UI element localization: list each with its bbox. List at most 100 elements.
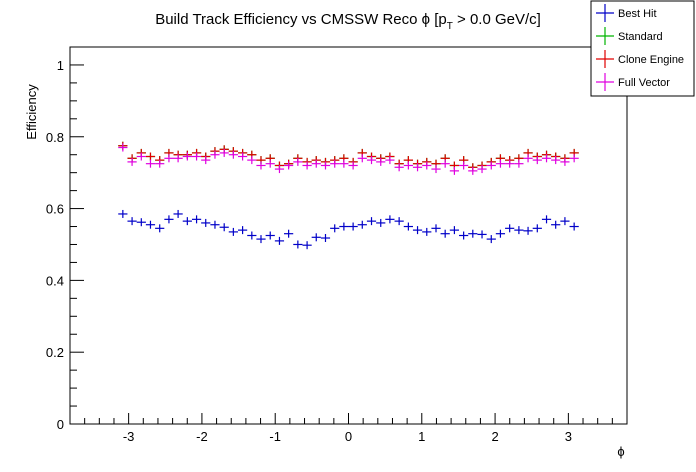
data-point <box>339 159 349 168</box>
data-point <box>412 226 423 235</box>
data-point <box>431 224 441 233</box>
data-point <box>210 150 220 159</box>
data-point <box>532 224 542 233</box>
data-point <box>311 233 321 242</box>
data-point <box>523 154 533 163</box>
data-point <box>155 159 165 168</box>
data-point <box>219 148 229 157</box>
data-point <box>357 154 367 163</box>
data-point <box>256 235 266 244</box>
data-point <box>505 224 515 233</box>
data-point <box>247 231 257 240</box>
x-tick-label: -3 <box>123 429 135 444</box>
data-point <box>228 227 238 236</box>
x-tick-label: -1 <box>269 429 281 444</box>
data-point <box>127 157 137 166</box>
x-axis-label: ϕ <box>617 444 624 459</box>
y-tick-label: 0.8 <box>46 130 64 145</box>
plot-frame <box>69 46 628 425</box>
x-tick-label: 1 <box>418 429 425 444</box>
y-tick-label: 1 <box>57 58 64 73</box>
data-point <box>348 222 358 231</box>
data-point <box>376 157 386 166</box>
data-point <box>320 161 331 170</box>
data-point <box>376 218 386 227</box>
legend-box <box>590 0 695 97</box>
x-axis-ticks: -3 -2 -1 0 1 2 3 <box>69 413 628 444</box>
data-point <box>422 161 432 170</box>
y-tick-label: 0 <box>57 417 64 432</box>
chart-title-subscript: T <box>447 21 453 32</box>
data-point <box>468 166 478 175</box>
chart-title: Build Track Efficiency vs CMSSW Reco ϕ [… <box>155 11 541 32</box>
data-point <box>385 215 395 224</box>
data-point <box>412 163 423 172</box>
data-point <box>127 217 137 226</box>
legend-entry: Clone Engine <box>596 50 684 68</box>
x-tick-label: 3 <box>565 429 572 444</box>
data-point <box>449 226 460 235</box>
data-point <box>191 215 202 224</box>
data-point <box>394 163 404 172</box>
data-point <box>302 241 312 250</box>
data-point <box>293 157 303 166</box>
data-point <box>145 220 156 229</box>
data-point <box>228 150 238 159</box>
y-tick-label: 0.6 <box>46 202 64 217</box>
legend: Best Hit Standard Clone Engine Full Vector <box>590 0 695 97</box>
chart-title-end: > 0.0 GeV/c] <box>453 11 541 28</box>
data-point <box>293 240 303 249</box>
legend-label: Full Vector <box>618 77 670 89</box>
data-point <box>339 222 349 231</box>
data-point <box>486 235 496 244</box>
data-point <box>237 152 248 161</box>
data-point <box>459 231 469 240</box>
data-point <box>118 209 128 218</box>
data-point <box>274 165 285 174</box>
data-point <box>348 161 358 170</box>
data-point <box>560 157 570 166</box>
data-point <box>320 234 331 243</box>
x-tick-label: 0 <box>345 429 352 444</box>
data-point <box>145 152 156 161</box>
legend-entry: Standard <box>596 27 663 45</box>
data-point <box>440 159 450 168</box>
data-point <box>541 215 552 224</box>
data-point <box>551 220 561 229</box>
data-point <box>495 159 506 168</box>
data-point <box>173 209 183 218</box>
data-point <box>201 218 211 227</box>
legend-label: Standard <box>618 31 663 43</box>
legend-entry: Best Hit <box>596 4 657 22</box>
legend-entry: Full Vector <box>596 73 670 91</box>
data-point <box>173 154 183 163</box>
data-point <box>164 215 174 224</box>
data-point <box>311 159 321 168</box>
data-point <box>136 218 146 227</box>
data-point <box>569 154 579 163</box>
x-tick-label: 2 <box>491 429 498 444</box>
data-point <box>302 161 312 170</box>
data-point <box>505 159 515 168</box>
data-point <box>210 220 220 229</box>
data-point <box>136 152 146 161</box>
data-point <box>284 229 294 238</box>
y-axis-ticks: 0 0.2 0.4 0.6 0.8 1 <box>46 46 84 432</box>
data-point <box>357 220 367 229</box>
data-point <box>560 217 570 226</box>
data-point <box>201 156 211 165</box>
data-point <box>514 159 524 168</box>
legend-label: Clone Engine <box>618 54 684 66</box>
data-point <box>523 226 533 235</box>
data-point <box>422 227 432 236</box>
y-tick-label: 0.4 <box>46 273 64 288</box>
y-tick-label: 0.2 <box>46 345 64 360</box>
data-point <box>145 159 156 168</box>
data-point <box>155 224 165 233</box>
data-point <box>366 156 377 165</box>
data-point <box>182 152 192 161</box>
data-point <box>468 229 478 238</box>
data-point <box>403 161 413 170</box>
legend-label: Best Hit <box>618 8 657 20</box>
data-point <box>569 222 579 231</box>
